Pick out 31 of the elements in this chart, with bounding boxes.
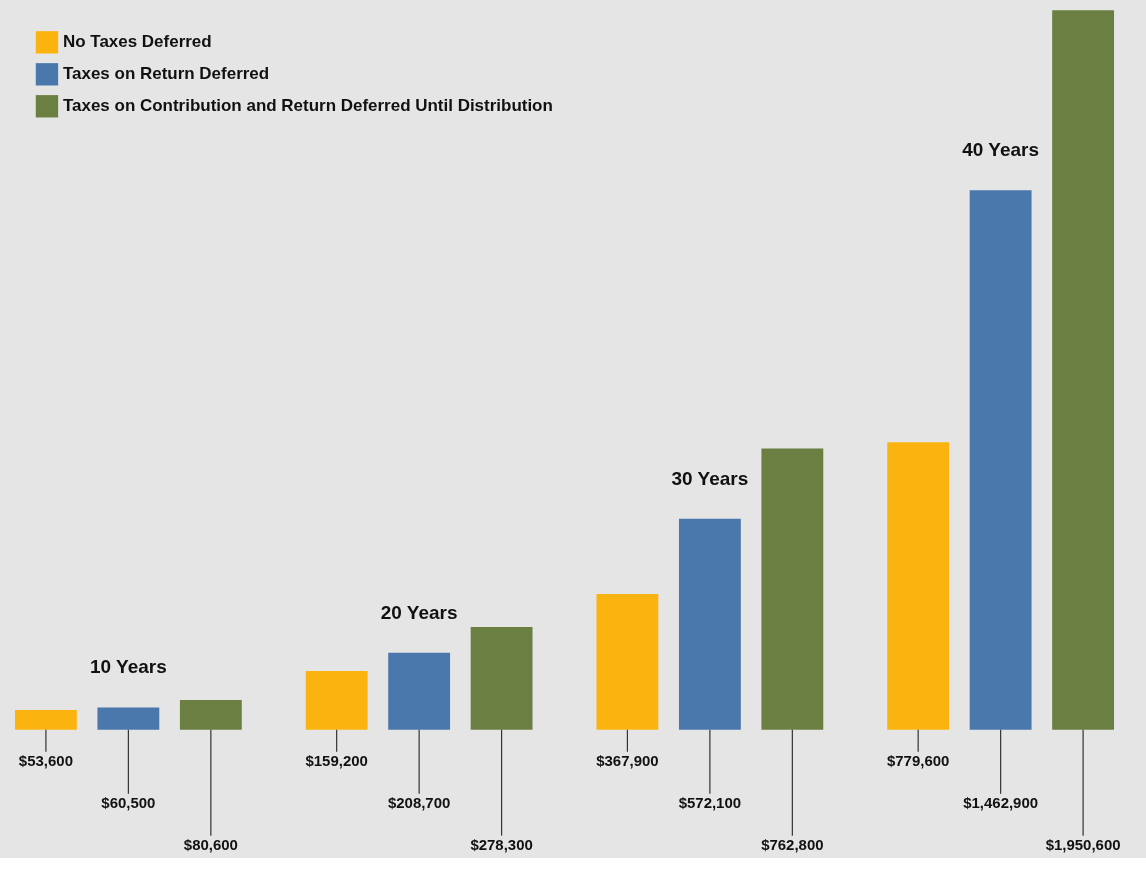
x-tick-label: 30 Years: [671, 467, 749, 489]
bar: [1052, 10, 1115, 730]
bar: [678, 518, 741, 730]
legend-label: Taxes on Return Deferred: [62, 64, 270, 84]
bar: [388, 652, 451, 730]
bar: [761, 448, 824, 730]
data-label: $367,900: [596, 751, 659, 769]
bar: [305, 671, 368, 730]
bar: [470, 627, 533, 730]
bar: [596, 594, 659, 730]
x-tick-label: 40 Years: [962, 139, 1039, 161]
data-label: $1,462,900: [963, 793, 1039, 811]
bar: [887, 442, 950, 730]
data-label: $60,500: [101, 793, 156, 811]
legend-label: Taxes on Contribution and Return Deferred Until Distribution: [62, 96, 553, 116]
x-tick-label: 20 Years: [380, 601, 458, 623]
data-label: $572,100: [678, 793, 742, 811]
data-label: $1,950,600: [1045, 835, 1121, 853]
bar: [179, 700, 242, 730]
bar: [969, 190, 1032, 730]
bar: [97, 707, 160, 730]
data-label: $208,700: [387, 793, 451, 811]
legend-label: No Taxes Deferred: [62, 32, 212, 52]
data-label: $278,300: [470, 835, 533, 853]
data-label: $53,600: [18, 751, 73, 769]
bar: [14, 709, 77, 730]
x-tick-label: 10 Years: [90, 656, 167, 678]
data-label: $159,200: [305, 751, 368, 769]
data-label: $80,600: [183, 835, 238, 853]
data-label: $779,600: [886, 751, 950, 769]
data-label: $762,800: [761, 835, 824, 853]
